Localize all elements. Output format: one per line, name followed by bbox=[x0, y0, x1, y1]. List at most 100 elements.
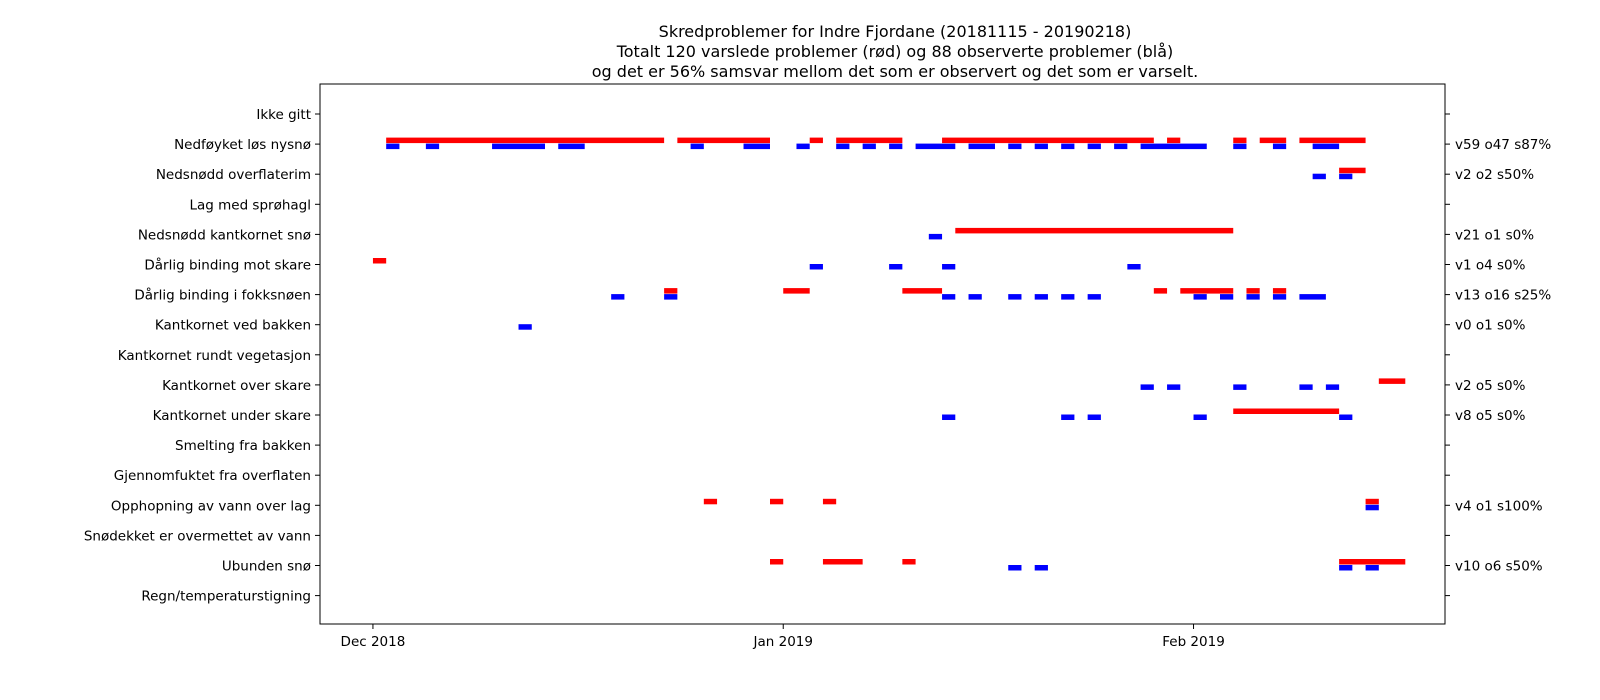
observed-bar bbox=[1034, 294, 1048, 300]
category-label: Nedføyket løs nysnø bbox=[174, 137, 311, 153]
category-label: Kantkornet rundt vegetasjon bbox=[118, 348, 311, 364]
observed-bar bbox=[1339, 414, 1353, 420]
observed-bar bbox=[1233, 384, 1247, 390]
observed-bars bbox=[386, 143, 1379, 571]
plot-area-frame bbox=[319, 83, 1446, 625]
observed-bar bbox=[690, 143, 704, 150]
category-stats: v10 o6 s50% bbox=[1455, 559, 1543, 575]
observed-bar bbox=[1087, 294, 1101, 300]
observed-bar bbox=[611, 294, 625, 300]
category-label: Dårlig binding mot skare bbox=[144, 257, 311, 274]
forecast-bar bbox=[902, 288, 943, 294]
observed-bar bbox=[1365, 565, 1379, 571]
category-label: Ubunden snø bbox=[222, 559, 311, 575]
forecast-bar bbox=[1153, 288, 1168, 294]
forecast-bar bbox=[1167, 137, 1181, 144]
observed-bar bbox=[836, 143, 850, 150]
category-stats: v2 o2 s50% bbox=[1455, 167, 1534, 183]
observed-bar bbox=[1127, 264, 1141, 270]
observed-bar bbox=[915, 143, 956, 150]
forecast-bar bbox=[1339, 167, 1366, 174]
observed-bar bbox=[1365, 504, 1379, 511]
observed-bar bbox=[1008, 143, 1022, 150]
category-stats: v8 o5 s0% bbox=[1455, 408, 1526, 424]
observed-bar bbox=[664, 294, 678, 300]
forecast-bar bbox=[836, 137, 903, 144]
observed-bar bbox=[942, 294, 956, 300]
category-label: Nedsnødd overflaterim bbox=[156, 167, 311, 183]
category-stats: v4 o1 s100% bbox=[1455, 498, 1543, 514]
forecast-bar bbox=[1233, 137, 1247, 144]
observed-bar bbox=[1140, 384, 1154, 390]
category-label: Gjennomfuktet fra overflaten bbox=[114, 468, 311, 484]
observed-bar bbox=[558, 143, 585, 150]
observed-bar bbox=[1008, 294, 1022, 300]
category-stats: v59 o47 s87% bbox=[1455, 137, 1551, 153]
forecast-bar bbox=[703, 498, 718, 505]
observed-bar bbox=[386, 143, 400, 150]
forecast-bar bbox=[1259, 137, 1287, 144]
chart-title-line-3: og det er 56% samsvar mellom det som er … bbox=[591, 62, 1199, 81]
forecast-bar bbox=[902, 559, 916, 565]
observed-bar bbox=[1246, 294, 1260, 300]
observed-bar bbox=[942, 264, 956, 270]
forecast-bar bbox=[783, 288, 810, 294]
category-label: Snødekket er overmettet av vann bbox=[84, 528, 311, 544]
observed-bar bbox=[1034, 565, 1048, 571]
observed-bar bbox=[1220, 294, 1234, 300]
category-stats: v2 o5 s0% bbox=[1455, 378, 1526, 394]
observed-bar bbox=[1061, 414, 1075, 420]
forecast-bar bbox=[809, 137, 823, 144]
forecast-bar bbox=[822, 498, 837, 505]
observed-bar bbox=[1312, 173, 1326, 180]
x-tick-label: Jan 2019 bbox=[753, 634, 813, 650]
observed-bar bbox=[1034, 143, 1048, 150]
x-tick-label: Dec 2018 bbox=[341, 634, 406, 650]
observed-bar bbox=[968, 294, 982, 300]
category-label: Lag med sprøhagl bbox=[189, 197, 311, 213]
observed-bar bbox=[743, 143, 770, 150]
forecast-bar bbox=[1246, 288, 1260, 294]
category-label: Kantkornet over skare bbox=[162, 378, 311, 394]
observed-bar bbox=[942, 414, 956, 420]
observed-bar bbox=[1061, 143, 1075, 150]
observed-bar bbox=[425, 143, 440, 150]
observed-bar bbox=[1193, 414, 1207, 420]
category-label: Smelting fra bakken bbox=[175, 438, 311, 454]
forecast-bar bbox=[1180, 288, 1234, 294]
forecast-bar bbox=[1233, 408, 1340, 414]
observed-bar bbox=[862, 143, 876, 150]
x-axis: Dec 2018 Jan 2019 Feb 2019 bbox=[341, 624, 1225, 650]
x-tick-label: Feb 2019 bbox=[1162, 634, 1225, 650]
observed-bar bbox=[518, 324, 532, 330]
observed-bar bbox=[1272, 143, 1287, 150]
observed-bar bbox=[1140, 143, 1207, 150]
observed-bar bbox=[1299, 384, 1313, 390]
observed-bar bbox=[968, 143, 995, 150]
y-axis-right: v59 o47 s87% v2 o2 s50% v21 o1 s0% v1 o4 s0… bbox=[1445, 113, 1551, 597]
category-stats: v1 o4 s0% bbox=[1455, 258, 1526, 274]
observed-bar bbox=[889, 264, 903, 270]
observed-bar bbox=[889, 143, 903, 150]
forecast-bar bbox=[386, 137, 665, 144]
forecast-bars bbox=[372, 137, 1406, 565]
observed-bar bbox=[1087, 414, 1101, 420]
chart-title-line-2: Totalt 120 varslede problemer (rød) og 8… bbox=[616, 42, 1174, 61]
observed-bar bbox=[1087, 143, 1101, 150]
observed-bar bbox=[1114, 143, 1128, 150]
chart-title-line-1: Skredproblemer for Indre Fjordane (20181… bbox=[658, 22, 1132, 41]
category-stats: v21 o1 s0% bbox=[1455, 227, 1534, 243]
category-stats: v13 o16 s25% bbox=[1455, 288, 1551, 304]
forecast-bar bbox=[770, 498, 784, 505]
category-label: Dårlig binding i fokksnøen bbox=[134, 287, 311, 304]
observed-bar bbox=[1272, 294, 1287, 300]
observed-bar bbox=[1233, 143, 1247, 150]
forecast-bar bbox=[1299, 137, 1366, 144]
observed-bar bbox=[1325, 384, 1340, 390]
observed-bar bbox=[1312, 143, 1340, 150]
forecast-bar bbox=[1378, 378, 1406, 384]
forecast-bar bbox=[664, 288, 678, 294]
category-label: Regn/temperaturstigning bbox=[141, 589, 311, 605]
observed-bar bbox=[1193, 294, 1207, 300]
